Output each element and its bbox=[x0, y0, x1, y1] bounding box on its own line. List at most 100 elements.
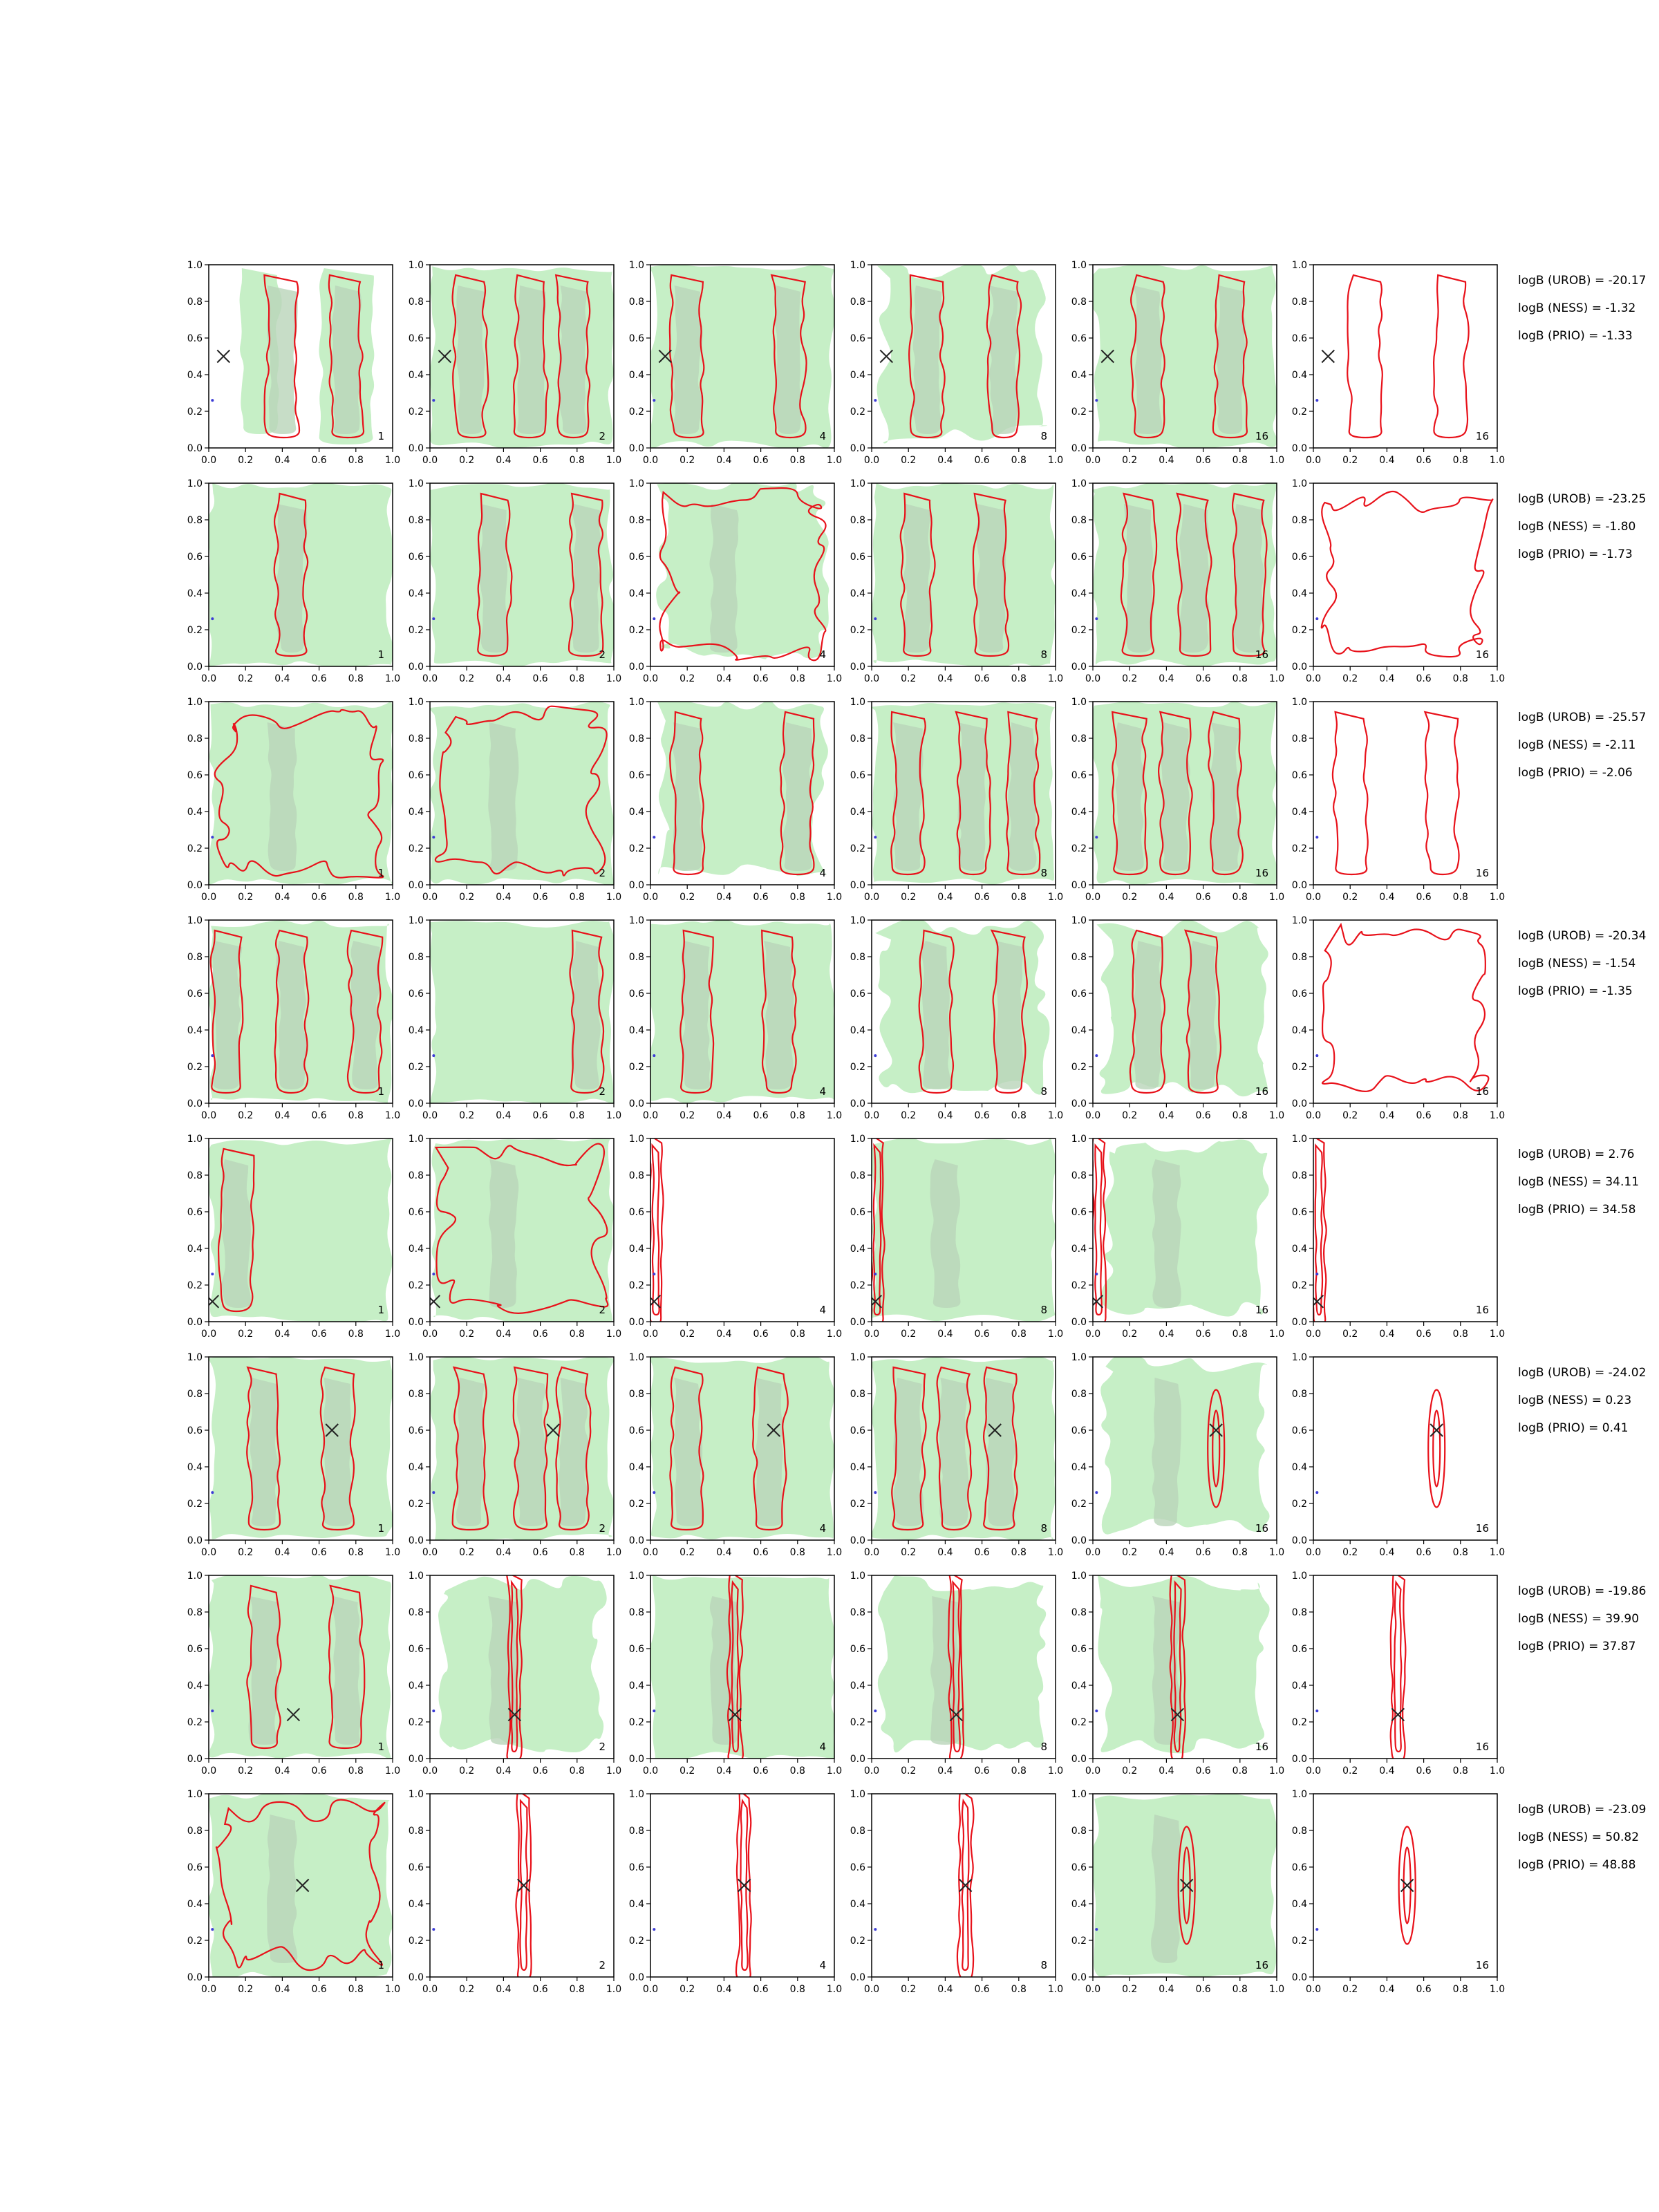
y-tick-label: 0.4 bbox=[187, 1680, 203, 1691]
subplot-frame bbox=[1092, 1793, 1277, 1978]
x-tick-label: 0.6 bbox=[1195, 1329, 1210, 1340]
posterior-core bbox=[755, 1378, 784, 1526]
x-tick-label: 0.0 bbox=[1085, 1110, 1100, 1121]
contour-line bbox=[215, 1799, 386, 1971]
x-tick-label: 0.0 bbox=[201, 455, 216, 466]
x-tick-label: 1.0 bbox=[606, 455, 621, 466]
reference-dot bbox=[211, 399, 214, 402]
subplot-area bbox=[650, 1138, 664, 1322]
reference-dot bbox=[1315, 836, 1319, 839]
reference-dot bbox=[432, 617, 435, 621]
x-tick-label: 0.8 bbox=[1011, 1110, 1027, 1121]
panel-label: 8 bbox=[1040, 867, 1047, 879]
x-tick-label: 0.4 bbox=[496, 1329, 511, 1340]
y-tick-label: 1.0 bbox=[187, 1789, 203, 1800]
x-tick-label: 0.0 bbox=[422, 1547, 438, 1558]
y-tick-label: 0.8 bbox=[409, 1389, 424, 1400]
subplot-area bbox=[650, 265, 834, 448]
x-tick-label: 1.0 bbox=[385, 673, 400, 684]
y-tick-label: 0.8 bbox=[629, 733, 644, 744]
y-tick-label: 0.8 bbox=[850, 1389, 865, 1400]
subplot-r4-c6: 0.0 0.2 0.4 0.6 0.8 1.0 0.0 0.2 0.4 0.6 0.8 1.0 16 bbox=[1292, 915, 1505, 1121]
y-tick-label: 1.0 bbox=[629, 697, 644, 708]
y-tick-label: 1.0 bbox=[187, 478, 203, 489]
y-tick-label: 0.8 bbox=[1292, 297, 1307, 308]
subplot-r6-c4: 0.0 0.2 0.4 0.6 0.8 1.0 0.0 0.2 0.4 0.6 0.8 1.0 8 bbox=[850, 1352, 1063, 1558]
y-tick-label: 0.0 bbox=[629, 1972, 644, 1983]
subplot-area bbox=[874, 920, 1050, 1095]
posterior-core bbox=[267, 285, 298, 434]
x-tick-label: 0.8 bbox=[1232, 1765, 1248, 1777]
y-tick-label: 0.6 bbox=[850, 770, 865, 781]
y-tick-label: 0.6 bbox=[850, 333, 865, 344]
posterior-core bbox=[1115, 722, 1145, 871]
x-tick-label: 0.2 bbox=[1122, 1765, 1137, 1777]
contour-line bbox=[434, 705, 608, 877]
x-tick-label: 0.8 bbox=[1232, 1329, 1248, 1340]
posterior-region bbox=[877, 265, 1047, 444]
x-tick-label: 0.4 bbox=[1159, 1765, 1174, 1777]
contour-line bbox=[1005, 711, 1041, 876]
y-tick-label: 1.0 bbox=[1292, 915, 1307, 926]
subplot-frame bbox=[208, 1575, 393, 1759]
contour-line bbox=[217, 1147, 255, 1313]
x-tick-label: 1.0 bbox=[1269, 1547, 1284, 1558]
subplot-area bbox=[653, 483, 830, 662]
posterior-region bbox=[1096, 920, 1268, 1097]
y-tick-label: 0.8 bbox=[409, 297, 424, 308]
contour-line bbox=[731, 1580, 740, 1753]
x-tick-label: 0.8 bbox=[348, 455, 364, 466]
y-tick-label: 0.6 bbox=[629, 770, 644, 781]
x-tick-label: 0.6 bbox=[974, 892, 989, 903]
contour-line bbox=[726, 1575, 744, 1759]
y-tick-label: 1.0 bbox=[409, 1352, 424, 1363]
y-tick-label: 0.4 bbox=[629, 1680, 644, 1691]
contour-line bbox=[961, 1798, 970, 1971]
y-tick-label: 0.2 bbox=[409, 1717, 424, 1728]
reference-dot bbox=[1315, 1709, 1319, 1713]
y-tick-label: 0.0 bbox=[1071, 662, 1087, 673]
contour-line bbox=[669, 711, 706, 876]
reference-dot bbox=[1095, 1491, 1098, 1494]
contour-line bbox=[890, 711, 926, 876]
y-tick-label: 0.4 bbox=[187, 1899, 203, 1910]
subplot-frame bbox=[650, 1138, 835, 1322]
reference-dot bbox=[653, 1054, 656, 1058]
x-tick-label: 0.8 bbox=[1011, 455, 1027, 466]
x-tick-label: 0.2 bbox=[679, 1110, 695, 1121]
subplot-frame bbox=[429, 1138, 615, 1322]
posterior-core bbox=[975, 504, 1006, 653]
x-tick-label: 0.2 bbox=[1342, 455, 1358, 466]
x-tick-label: 0.6 bbox=[974, 1547, 989, 1558]
posterior-core bbox=[912, 285, 942, 434]
x-tick-label: 0.2 bbox=[901, 1547, 916, 1558]
contour-line bbox=[740, 1798, 749, 1971]
y-tick-label: 0.0 bbox=[409, 1317, 424, 1328]
reference-dot bbox=[874, 617, 877, 621]
subplot-r2-c6: 0.0 0.2 0.4 0.6 0.8 1.0 0.0 0.2 0.4 0.6 0.8 1.0 16 bbox=[1292, 478, 1505, 684]
x-tick-label: 0.8 bbox=[790, 1765, 805, 1777]
y-tick-label: 0.2 bbox=[1292, 1062, 1307, 1073]
y-tick-label: 1.0 bbox=[409, 915, 424, 926]
posterior-core bbox=[1152, 1159, 1181, 1308]
x-tick-label: 0.6 bbox=[1416, 892, 1431, 903]
x-tick-label: 0.0 bbox=[422, 892, 438, 903]
x-tick-label: 1.0 bbox=[1490, 1547, 1505, 1558]
y-tick-label: 1.0 bbox=[850, 1789, 865, 1800]
y-tick-label: 0.4 bbox=[850, 588, 865, 599]
x-tick-label: 1.0 bbox=[1490, 892, 1505, 903]
x-tick-label: 0.6 bbox=[974, 1765, 989, 1777]
y-tick-label: 0.0 bbox=[1071, 1098, 1087, 1109]
y-tick-label: 0.2 bbox=[850, 843, 865, 854]
x-tick-label: 1.0 bbox=[1269, 1329, 1284, 1340]
y-tick-label: 0.8 bbox=[187, 515, 203, 526]
y-tick-label: 0.8 bbox=[1071, 1826, 1087, 1837]
subplot-frame bbox=[208, 919, 393, 1104]
subplot-area bbox=[1315, 490, 1494, 658]
y-tick-label: 0.2 bbox=[187, 625, 203, 636]
y-tick-label: 0.4 bbox=[850, 1680, 865, 1691]
subplot-area bbox=[1095, 1575, 1270, 1759]
y-tick-label: 0.6 bbox=[629, 1425, 644, 1436]
subplot-r6-c6: 0.0 0.2 0.4 0.6 0.8 1.0 0.0 0.2 0.4 0.6 0.8 1.0 16 bbox=[1292, 1352, 1505, 1558]
contour-line bbox=[990, 929, 1028, 1094]
